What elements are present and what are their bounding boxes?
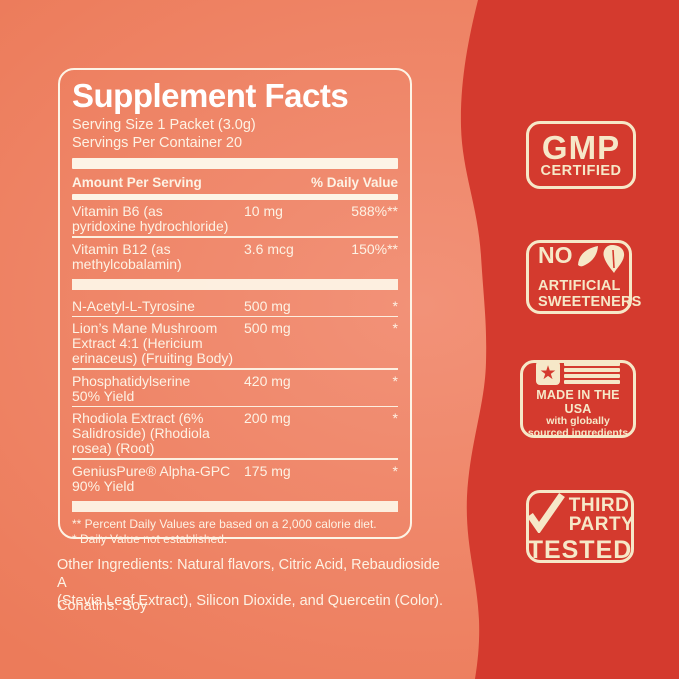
table-row: Phosphatidylserine 50% Yield 420 mg * (72, 370, 398, 406)
ingredient-amount: 500 mg (244, 320, 291, 336)
footnote-daily-values: ** Percent Daily Values are based on a 2… (72, 516, 377, 531)
other-ingredients: Other Ingredients: Natural flavors, Citr… (57, 557, 444, 609)
globally-text: with globally (546, 415, 610, 427)
ingredient-dv: * (392, 410, 398, 426)
table-header: Amount Per Serving % Daily Value (72, 174, 398, 191)
contains-statement: Conatins: Soy (57, 598, 148, 614)
checkmark-icon (526, 491, 566, 538)
footnote-dv-not-established: * Daily Value not established. (72, 531, 228, 546)
serving-size: Serving Size 1 Packet (3.0g) (72, 117, 256, 133)
ingredient-name: Vitamin B12 (as methylcobalamin) (72, 240, 182, 272)
ingredient-name: GeniusPure® Alpha-GPC 90% Yield (72, 462, 231, 494)
ingredient-dv: 150%** (351, 240, 398, 257)
table-row: Vitamin B12 (as methylcobalamin) 3.6 mcg… (72, 238, 398, 274)
row-divider (72, 458, 398, 460)
ingredient-name: Lion’s Mane Mushroom Extract 4:1 (Herici… (72, 320, 234, 366)
supplement-facts-panel: Supplement Facts Serving Size 1 Packet (… (58, 68, 412, 546)
ingredient-name: N-Acetyl-L-Tyrosine (72, 297, 195, 314)
sweeteners-text: SWEETENERS (538, 293, 642, 310)
leaves-icon (577, 244, 625, 279)
row-divider (72, 315, 398, 317)
ingredient-amount: 500 mg (244, 297, 291, 314)
gmp-text: GMP (541, 128, 621, 166)
divider-medium (72, 194, 398, 200)
table-row: Rhodiola Extract (6% Salidroside) (Rhodi… (72, 407, 398, 458)
ingredient-dv: * (392, 297, 398, 314)
third-text: THIRD (568, 494, 630, 516)
no-text: NO (538, 242, 573, 268)
ingredient-dv: * (392, 462, 398, 479)
ingredient-name: Rhodiola Extract (6% Salidroside) (Rhodi… (72, 410, 210, 456)
made-in-usa-badge: ★ MADE IN THE USA with globally sourced … (520, 360, 636, 438)
table-row: N-Acetyl-L-Tyrosine 500 mg * (72, 295, 398, 316)
row-divider (72, 236, 398, 238)
row-divider (72, 405, 398, 407)
ingredient-name: Vitamin B6 (as pyridoxine hydrochloride) (72, 203, 229, 234)
gmp-certified-badge: GMP CERTIFIED (526, 121, 636, 189)
footnotes: ** Percent Daily Values are based on a 2… (72, 517, 398, 547)
servings-per-container: Servings Per Container 20 (72, 135, 243, 151)
column-daily-value: % Daily Value (310, 175, 398, 190)
usa-flag-icon: ★ (536, 361, 620, 385)
divider-thick (72, 500, 398, 512)
panel-title: Supplement Facts (72, 77, 349, 114)
party-text: PARTY (568, 513, 635, 535)
divider-thick (72, 158, 398, 169)
column-amount-per-serving: Amount Per Serving (72, 175, 202, 190)
artificial-text: ARTIFICIAL (538, 278, 621, 294)
ingredient-amount: 3.6 mcg (244, 240, 294, 257)
ingredient-dv: * (392, 320, 398, 336)
sourced-text: sourced ingredients (527, 426, 629, 439)
row-divider (72, 368, 398, 370)
no-artificial-sweeteners-badge: NO ARTIFICIAL SWEETENERS (526, 240, 641, 314)
star-icon: ★ (539, 362, 557, 384)
ingredient-dv: * (392, 372, 398, 389)
ingredient-amount: 200 mg (244, 410, 291, 426)
table-row: GeniusPure® Alpha-GPC 90% Yield 175 mg * (72, 460, 398, 496)
third-party-tested-badge: THIRD PARTY TESTED (526, 490, 634, 563)
ingredient-dv: 588%** (351, 203, 398, 219)
ingredient-amount: 10 mg (244, 203, 283, 219)
table-row: Vitamin B6 (as pyridoxine hydrochloride)… (72, 200, 398, 236)
ingredient-amount: 175 mg (244, 462, 291, 479)
made-in-usa-text: MADE IN THE USA (536, 388, 620, 416)
table-row: Lion’s Mane Mushroom Extract 4:1 (Herici… (72, 317, 398, 368)
divider-thick (72, 278, 398, 290)
ingredient-name: Phosphatidylserine 50% Yield (72, 372, 191, 404)
certified-text: CERTIFIED (540, 162, 622, 179)
tested-text: TESTED (527, 536, 633, 564)
ingredient-amount: 420 mg (244, 372, 291, 389)
